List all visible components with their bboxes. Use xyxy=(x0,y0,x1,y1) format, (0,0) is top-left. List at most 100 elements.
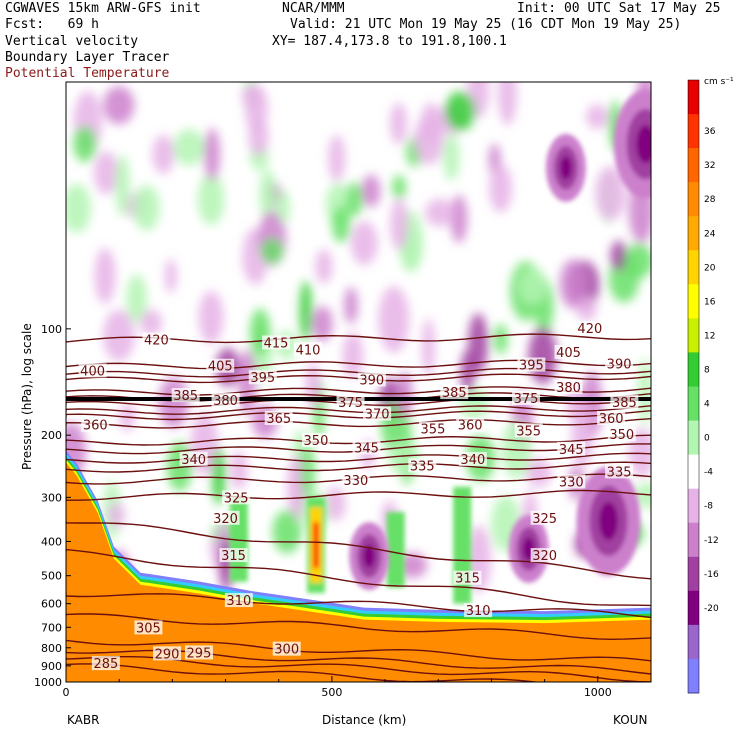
downdraft-blob xyxy=(94,247,116,304)
theta-label-bg xyxy=(458,451,487,466)
colorbar-label: 4 xyxy=(704,400,710,410)
colorbar-label: 20 xyxy=(704,263,716,273)
downdraft-blob xyxy=(425,198,455,227)
theta-label-bg xyxy=(352,440,381,455)
updraft-core-max xyxy=(313,522,319,568)
theta-line xyxy=(66,452,651,464)
theta-label: 325 xyxy=(532,512,557,527)
colorbar-swatch xyxy=(688,454,699,490)
colorbar-swatch xyxy=(688,114,699,149)
downdraft-blob xyxy=(103,309,135,361)
fcst-label: Fcst: xyxy=(5,17,45,32)
theta-label-bg xyxy=(262,335,291,350)
theta-label: 340 xyxy=(181,453,206,468)
theta-label: 345 xyxy=(354,441,379,456)
downdraft-blob xyxy=(204,128,221,181)
theta-label: 415 xyxy=(264,336,289,351)
theta-label: 405 xyxy=(208,360,233,375)
left-station: KABR xyxy=(67,713,99,727)
theta-label-bg xyxy=(142,332,171,347)
downdraft-core xyxy=(363,544,376,569)
updraft-blob xyxy=(299,280,313,342)
theta-label: 320 xyxy=(213,512,238,527)
colorbar-label: 0 xyxy=(704,434,710,444)
theta-label: 335 xyxy=(410,459,435,474)
updraft-column xyxy=(386,512,405,588)
theta-label-bg xyxy=(293,342,322,357)
theta-line xyxy=(66,613,651,641)
downdraft-blob xyxy=(241,83,265,109)
updraft-blob xyxy=(133,185,160,231)
updraft-blob xyxy=(300,444,315,501)
y-tick-label: 200 xyxy=(41,429,62,442)
downdraft-blob xyxy=(398,552,428,578)
init-time: Init: 00 UTC Sat 17 May 25 xyxy=(517,1,721,16)
updraft-blob xyxy=(259,169,277,221)
colorbar-swatch xyxy=(688,80,699,115)
theta-label-bg xyxy=(575,320,604,335)
theta-label-bg xyxy=(610,394,639,409)
colorbar-swatch xyxy=(688,590,699,626)
downdraft-blob xyxy=(413,116,444,165)
center-label: NCAR/MMM xyxy=(282,1,345,16)
updraft-blob xyxy=(126,274,147,323)
theta-label: 350 xyxy=(609,428,634,443)
updraft-blob xyxy=(624,243,651,279)
theta-label: 385 xyxy=(612,396,637,411)
theta-label: 395 xyxy=(519,359,544,374)
theta-label: 305 xyxy=(136,621,161,636)
updraft-blob xyxy=(445,91,476,131)
theta-label-bg xyxy=(605,464,634,479)
downdraft-blob xyxy=(325,487,346,521)
cross-section-endpoints: XY= 187.4,173.8 to 191.8,100.1 xyxy=(272,34,507,49)
theta-line xyxy=(66,593,651,619)
x-tick-label: 500 xyxy=(321,686,342,699)
theta-label: 385 xyxy=(442,386,467,401)
theta-line xyxy=(66,367,651,378)
colorbar-swatch xyxy=(688,216,699,251)
theta-label: 420 xyxy=(144,334,169,349)
colorbar-swatch xyxy=(688,556,699,592)
theta-label-bg xyxy=(81,417,110,432)
downdraft-blob xyxy=(248,117,269,156)
theta-label: 405 xyxy=(556,346,581,361)
theta-label-bg xyxy=(211,392,240,407)
updraft-blob xyxy=(197,173,225,226)
downdraft-core xyxy=(559,155,572,180)
downdraft-blob xyxy=(315,249,333,284)
colorbar-swatch xyxy=(688,318,699,353)
theta-label-bg xyxy=(605,356,634,371)
theta-label: 360 xyxy=(599,412,624,427)
updraft-blob xyxy=(331,206,351,243)
theta-label: 360 xyxy=(83,419,108,434)
theta-label: 330 xyxy=(559,475,584,490)
theta-labels: 420 415 410 420 400 405 395 390 395 405 390 385 380 3… xyxy=(78,320,639,672)
theta-label-bg xyxy=(153,646,182,661)
colorbar-label: 24 xyxy=(704,229,716,239)
y-tick-label: 100 xyxy=(41,323,62,336)
right-station: KOUN xyxy=(613,713,647,727)
colorbar-swatch xyxy=(688,420,699,456)
forecast-hour: Fcst: 69 h xyxy=(5,17,99,32)
theta-label-bg xyxy=(464,603,493,618)
theta-label-bg xyxy=(597,410,626,425)
colorbar-unit: cm s⁻¹ xyxy=(704,77,734,87)
updraft-blob xyxy=(392,175,406,199)
theta-label-bg xyxy=(557,441,586,456)
theta-line xyxy=(66,359,651,370)
colorbar-frame xyxy=(687,79,700,694)
model-title: CGWAVES 15km ARW-GFS init xyxy=(5,1,201,16)
theta-line xyxy=(66,663,541,682)
downdraft-blob xyxy=(94,151,118,195)
downdraft-blob xyxy=(526,458,552,487)
x-axis-title: Distance (km) xyxy=(322,713,406,727)
theta-line xyxy=(66,489,651,501)
colorbar-label: 36 xyxy=(704,127,716,137)
field-boundary-layer-tracer: Boundary Layer Tracer xyxy=(5,50,170,65)
theta-line xyxy=(66,656,651,682)
updraft-blob xyxy=(73,125,97,163)
theta-line xyxy=(66,443,651,455)
theta-label: 340 xyxy=(460,453,485,468)
updraft-blob xyxy=(346,181,363,217)
downdraft-blob xyxy=(450,194,468,243)
